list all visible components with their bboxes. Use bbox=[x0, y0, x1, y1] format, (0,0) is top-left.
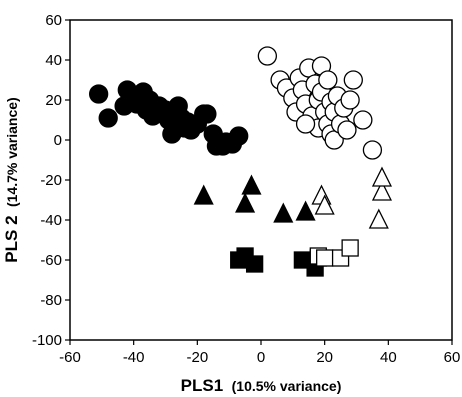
x-tick-label: -40 bbox=[123, 349, 145, 366]
y-tick-label: 40 bbox=[45, 52, 62, 69]
x-tick-label: -20 bbox=[186, 349, 208, 366]
data-point-triangle bbox=[314, 194, 335, 215]
data-point-circle bbox=[257, 46, 278, 66]
x-axis-title-note: (10.5% variance) bbox=[232, 378, 342, 394]
data-point-triangle bbox=[273, 202, 294, 223]
data-point-triangle bbox=[295, 200, 316, 221]
data-point-circle bbox=[318, 70, 338, 90]
x-tick-label: 40 bbox=[380, 349, 397, 366]
data-point-circle bbox=[340, 90, 360, 110]
y-tick-label: -40 bbox=[40, 212, 62, 229]
data-point-circle bbox=[229, 126, 249, 146]
data-point-circle bbox=[337, 120, 357, 140]
data-point-circle bbox=[295, 114, 316, 134]
data-point-circle bbox=[197, 104, 217, 124]
data-point-square bbox=[245, 255, 264, 273]
x-tick-label: 60 bbox=[444, 349, 461, 366]
data-points bbox=[89, 46, 393, 277]
x-axis-title: PLS1 (10.5% variance) bbox=[181, 376, 342, 395]
y-axis-title-main: PLS 2 bbox=[2, 215, 21, 262]
y-tick-label: 0 bbox=[54, 132, 62, 149]
y-tick-label: 20 bbox=[45, 92, 62, 109]
y-tick-label: 60 bbox=[45, 12, 62, 29]
x-tick-label: 0 bbox=[257, 349, 265, 366]
data-point-triangle bbox=[241, 174, 262, 195]
data-point-circle bbox=[362, 140, 383, 160]
y-axis-title-note: (14.7% variance) bbox=[4, 97, 20, 207]
x-tick-label: 20 bbox=[316, 349, 333, 366]
y-tick-label: -60 bbox=[40, 252, 62, 269]
x-tick-label: -60 bbox=[59, 349, 81, 366]
y-tick-label: -80 bbox=[40, 292, 62, 309]
x-axis-title-main: PLS1 bbox=[181, 376, 224, 395]
data-point-square bbox=[341, 239, 359, 257]
data-point-circle bbox=[343, 70, 363, 90]
y-tick-label: -20 bbox=[40, 172, 62, 189]
data-point-circle bbox=[89, 84, 109, 104]
data-point-triangle bbox=[371, 180, 393, 201]
y-axis-title: PLS 2 (14.7% variance) bbox=[2, 97, 21, 262]
y-tick-label: -100 bbox=[32, 332, 62, 349]
data-point-square bbox=[316, 249, 334, 267]
plot-frame bbox=[69, 19, 453, 341]
data-point-triangle bbox=[368, 208, 389, 229]
data-point-circle bbox=[353, 110, 373, 130]
data-point-triangle bbox=[193, 184, 214, 205]
data-point-triangle bbox=[235, 192, 256, 213]
axis-ticks: -60 -40 -20 0 20 40 60 -100 -80 -60 -40 -20 0 20 40 60 bbox=[32, 12, 460, 366]
data-point-triangle bbox=[371, 166, 393, 187]
data-point-circle bbox=[98, 108, 118, 128]
